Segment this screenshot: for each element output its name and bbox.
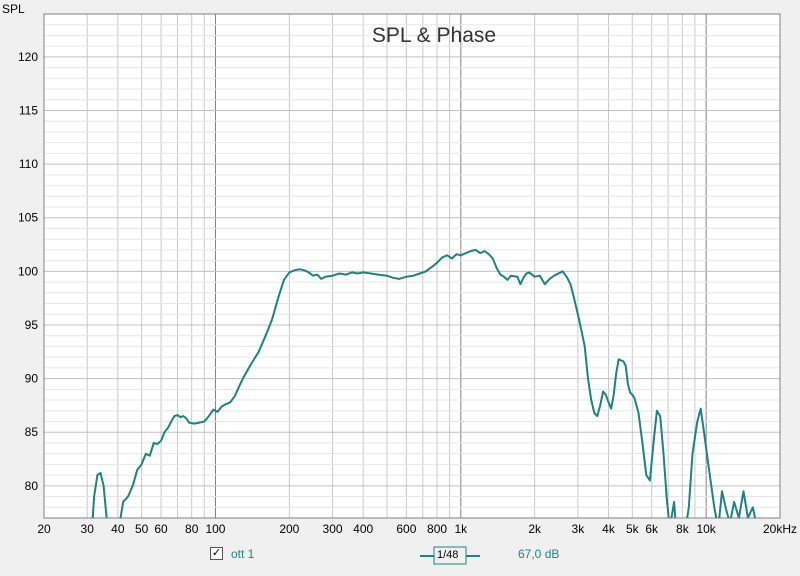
x-tick-label: 20	[37, 522, 51, 536]
smoothing-box	[433, 546, 467, 565]
x-tick-label: 50	[135, 522, 149, 536]
x-tick-label: 1k	[454, 522, 468, 536]
smoothing-indicator	[420, 546, 480, 565]
y-tick-label: 80	[25, 479, 39, 493]
x-tick-label: 40	[111, 522, 125, 536]
y-tick-label: 95	[25, 318, 39, 332]
x-tick-label: 4k	[602, 522, 616, 536]
x-tick-label: 400	[353, 522, 373, 536]
series-line-ott-1	[91, 248, 757, 518]
x-tick-label: 300	[323, 522, 343, 536]
x-tick-label: 30	[81, 522, 95, 536]
x-tick-label: 80	[185, 522, 199, 536]
x-tick-label: 8k	[676, 522, 690, 536]
x-tick-label: 600	[396, 522, 416, 536]
x-tick-label: 100	[205, 522, 225, 536]
x-tick-label: 20kHz	[763, 522, 797, 536]
y-tick-label: 100	[18, 264, 38, 278]
x-tick-label: 200	[279, 522, 299, 536]
y-tick-label: 115	[19, 104, 38, 118]
plot-area	[44, 14, 780, 518]
y-tick-label: 110	[19, 157, 38, 171]
y-tick-label: 120	[18, 50, 38, 64]
x-tick-label: 2k	[528, 522, 542, 536]
chart-title: SPL & Phase	[372, 24, 496, 47]
y-axis-label: SPL	[2, 2, 25, 16]
x-tick-label: 3k	[572, 522, 586, 536]
plot-frame	[43, 13, 781, 519]
legend-series-name: ott 1	[231, 547, 255, 561]
y-tick-label: 90	[25, 372, 39, 386]
level-readout: 67,0 dB	[518, 547, 560, 561]
x-tick-label: 6k	[645, 522, 659, 536]
x-tick-label: 800	[427, 522, 447, 536]
y-tick-label: 85	[25, 425, 39, 439]
smoothing-label[interactable]: 1/48	[437, 549, 459, 561]
y-tick-label: 105	[18, 211, 38, 225]
series-checkbox[interactable]: ✓	[210, 547, 223, 560]
x-tick-label: 60	[154, 522, 168, 536]
x-tick-label: 10k	[696, 522, 716, 536]
x-tick-label: 5k	[626, 522, 640, 536]
